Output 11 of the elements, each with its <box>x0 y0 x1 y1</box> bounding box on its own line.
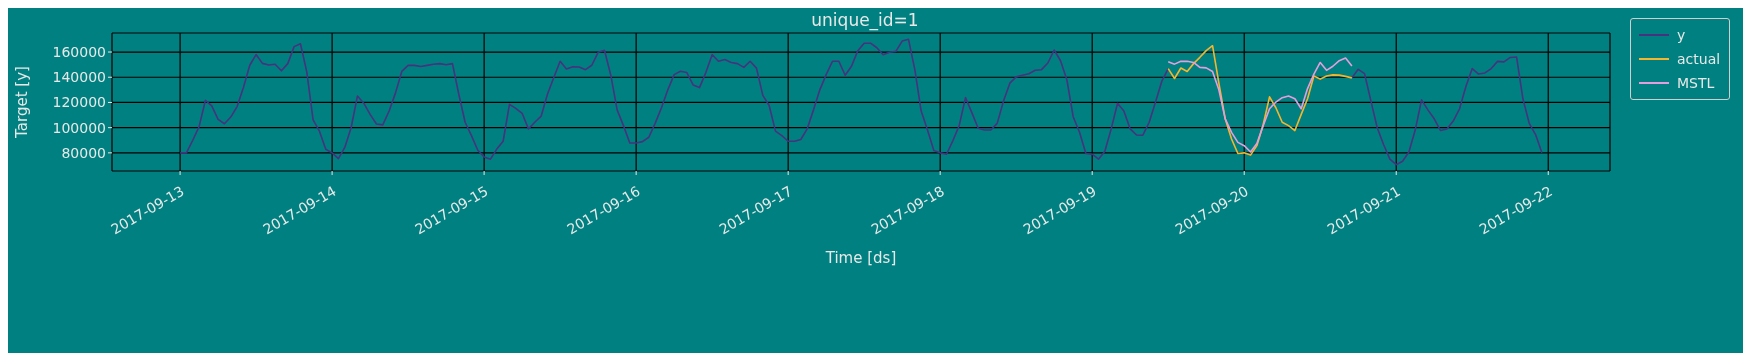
x-axis-title: Time [ds] <box>824 249 897 267</box>
y-tick-label: 100000 <box>52 119 106 136</box>
legend-label: MSTL <box>1677 75 1715 91</box>
y-axis-title: Target [y] <box>13 66 32 139</box>
y-tick-label: 120000 <box>52 94 106 111</box>
y-tick-label: 160000 <box>52 44 106 60</box>
y-tick-label: 140000 <box>52 69 106 86</box>
y-tick-label: 80000 <box>61 144 106 161</box>
chart-title: unique_id=1 <box>810 10 920 30</box>
legend-label: y <box>1677 27 1686 43</box>
legend-label: actual <box>1677 51 1721 67</box>
